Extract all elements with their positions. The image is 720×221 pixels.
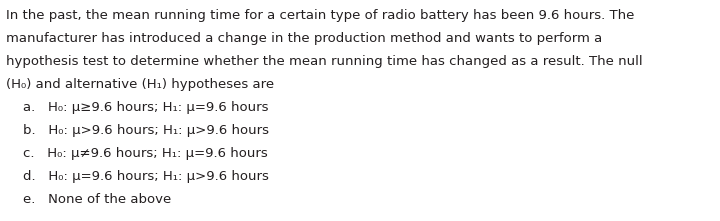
Text: a.   H₀: μ≥9.6 hours; H₁: μ=9.6 hours: a. H₀: μ≥9.6 hours; H₁: μ=9.6 hours	[6, 101, 269, 114]
Text: (H₀) and alternative (H₁) hypotheses are: (H₀) and alternative (H₁) hypotheses are	[6, 78, 274, 91]
Text: hypothesis test to determine whether the mean running time has changed as a resu: hypothesis test to determine whether the…	[6, 55, 642, 68]
Text: d.   H₀: μ=9.6 hours; H₁: μ>9.6 hours: d. H₀: μ=9.6 hours; H₁: μ>9.6 hours	[6, 170, 269, 183]
Text: c.   H₀: μ≠9.6 hours; H₁: μ=9.6 hours: c. H₀: μ≠9.6 hours; H₁: μ=9.6 hours	[6, 147, 268, 160]
Text: In the past, the mean running time for a certain type of radio battery has been : In the past, the mean running time for a…	[6, 9, 634, 22]
Text: manufacturer has introduced a change in the production method and wants to perfo: manufacturer has introduced a change in …	[6, 32, 602, 45]
Text: b.   H₀: μ>9.6 hours; H₁: μ>9.6 hours: b. H₀: μ>9.6 hours; H₁: μ>9.6 hours	[6, 124, 269, 137]
Text: e.   None of the above: e. None of the above	[6, 193, 171, 206]
